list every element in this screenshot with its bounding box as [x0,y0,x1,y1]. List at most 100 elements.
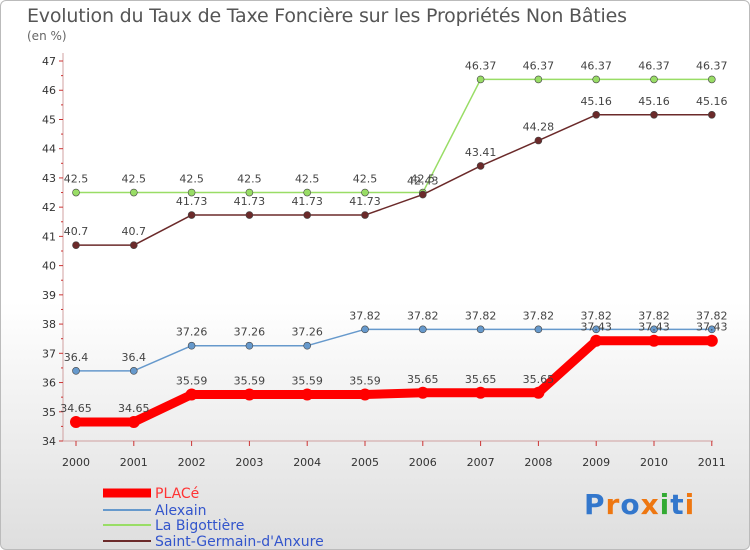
logo-letter: x [640,488,660,521]
data-label: 36.4 [122,351,147,364]
data-label: 37.26 [291,326,323,339]
series-line [76,328,712,372]
data-label: 35.65 [523,373,555,386]
data-label: 40.7 [64,225,89,238]
data-label: 42.5 [64,173,89,186]
data-label: 34.65 [118,402,150,415]
chart-subtitle: (en %) [27,29,67,43]
series-line [76,336,712,427]
series-saint-germain-d-anxure: 40.7 40.7 41.73 41.73 41.73 41.73 42.43 43.41 44… [64,95,728,249]
data-label: 35.59 [349,375,381,388]
data-point [301,388,314,401]
data-label: 37.26 [234,326,266,339]
data-point [534,75,543,84]
data-label: 35.59 [176,375,208,388]
data-label: 42.43 [407,175,439,188]
series-line [76,78,712,194]
y-tick-label: 45 [42,113,56,126]
data-point [187,341,196,350]
x-tick-label: 2003 [235,456,263,469]
data-point [476,325,485,334]
data-point [243,388,256,401]
data-point [705,334,718,347]
data-point [650,110,658,119]
data-label: 42.5 [411,173,436,186]
data-point [72,188,80,197]
data-label: 37.26 [176,326,208,339]
y-tick-label: 42 [42,201,56,214]
data-point [474,386,487,399]
data-point [476,75,485,84]
data-label: 42.5 [179,173,204,186]
data-label: 42.5 [353,173,378,186]
data-point [707,75,716,84]
data-point [418,325,427,334]
data-point [303,341,312,350]
data-label: 36.4 [64,351,89,364]
data-point [361,211,369,219]
y-tick-label: 35 [42,406,56,419]
data-point [650,325,658,334]
data-label: 46.37 [638,59,670,72]
data-point [187,188,196,197]
data-point [592,325,601,334]
x-tick-label: 2004 [293,456,321,469]
data-label: 37.82 [580,309,612,322]
logo-letter: P [584,488,606,521]
data-point [476,162,485,170]
data-point [70,416,82,428]
data-point [361,325,369,334]
x-tick-label: 2010 [640,456,668,469]
x-tick-label: 2002 [178,456,206,469]
legend-label: La Bigottière [155,518,244,534]
data-point [303,188,312,197]
data-label: 42.5 [237,173,262,186]
x-tick-label: 2001 [120,456,148,469]
x-tick-label: 2005 [351,456,379,469]
data-point [416,386,429,399]
y-tick-label: 34 [42,435,56,448]
data-point [648,334,660,347]
data-label: 35.65 [465,373,497,386]
data-point [592,75,601,84]
series-line [76,114,712,246]
data-label: 42.5 [295,173,320,186]
y-tick-label: 37 [42,347,56,360]
data-label: 46.37 [580,59,612,72]
x-tick-label: 2009 [582,456,610,469]
data-label: 35.59 [291,375,323,388]
data-point [532,386,545,399]
legend-label: Saint-Germain-d'Anxure [155,534,324,550]
x-tick-label: 2011 [698,456,726,469]
data-label: 46.37 [696,59,728,72]
data-point [245,211,254,219]
legend-item: Saint-Germain-d'Anxure [103,534,324,550]
data-point [72,241,80,249]
logo-letter: i [659,488,671,521]
data-point [127,416,140,428]
data-point [187,211,196,219]
legend-item: PLACé [103,486,199,502]
data-label: 41.73 [176,195,208,208]
data-label: 41.73 [291,195,323,208]
data-point [707,325,716,334]
series-la-bigotti-re: 42.5 42.5 42.5 42.5 42.5 42.5 42.5 46.37 46.37 46… [64,59,728,197]
data-point [534,325,543,334]
data-label: 46.37 [523,59,555,72]
logo-letter: t [670,488,685,521]
legend-label: PLACé [155,486,199,502]
data-point [361,188,369,197]
data-label: 35.59 [234,375,266,388]
data-label: 35.65 [407,373,439,386]
data-label: 37.82 [523,309,555,322]
data-label: 37.82 [465,309,497,322]
legend-label: Alexain [155,503,206,519]
data-point [185,388,198,401]
data-label: 41.73 [349,195,381,208]
data-point [245,188,254,197]
data-label: 43.41 [465,146,497,159]
data-label: 37.43 [580,321,612,334]
data-point [590,334,603,347]
data-point [707,110,716,119]
